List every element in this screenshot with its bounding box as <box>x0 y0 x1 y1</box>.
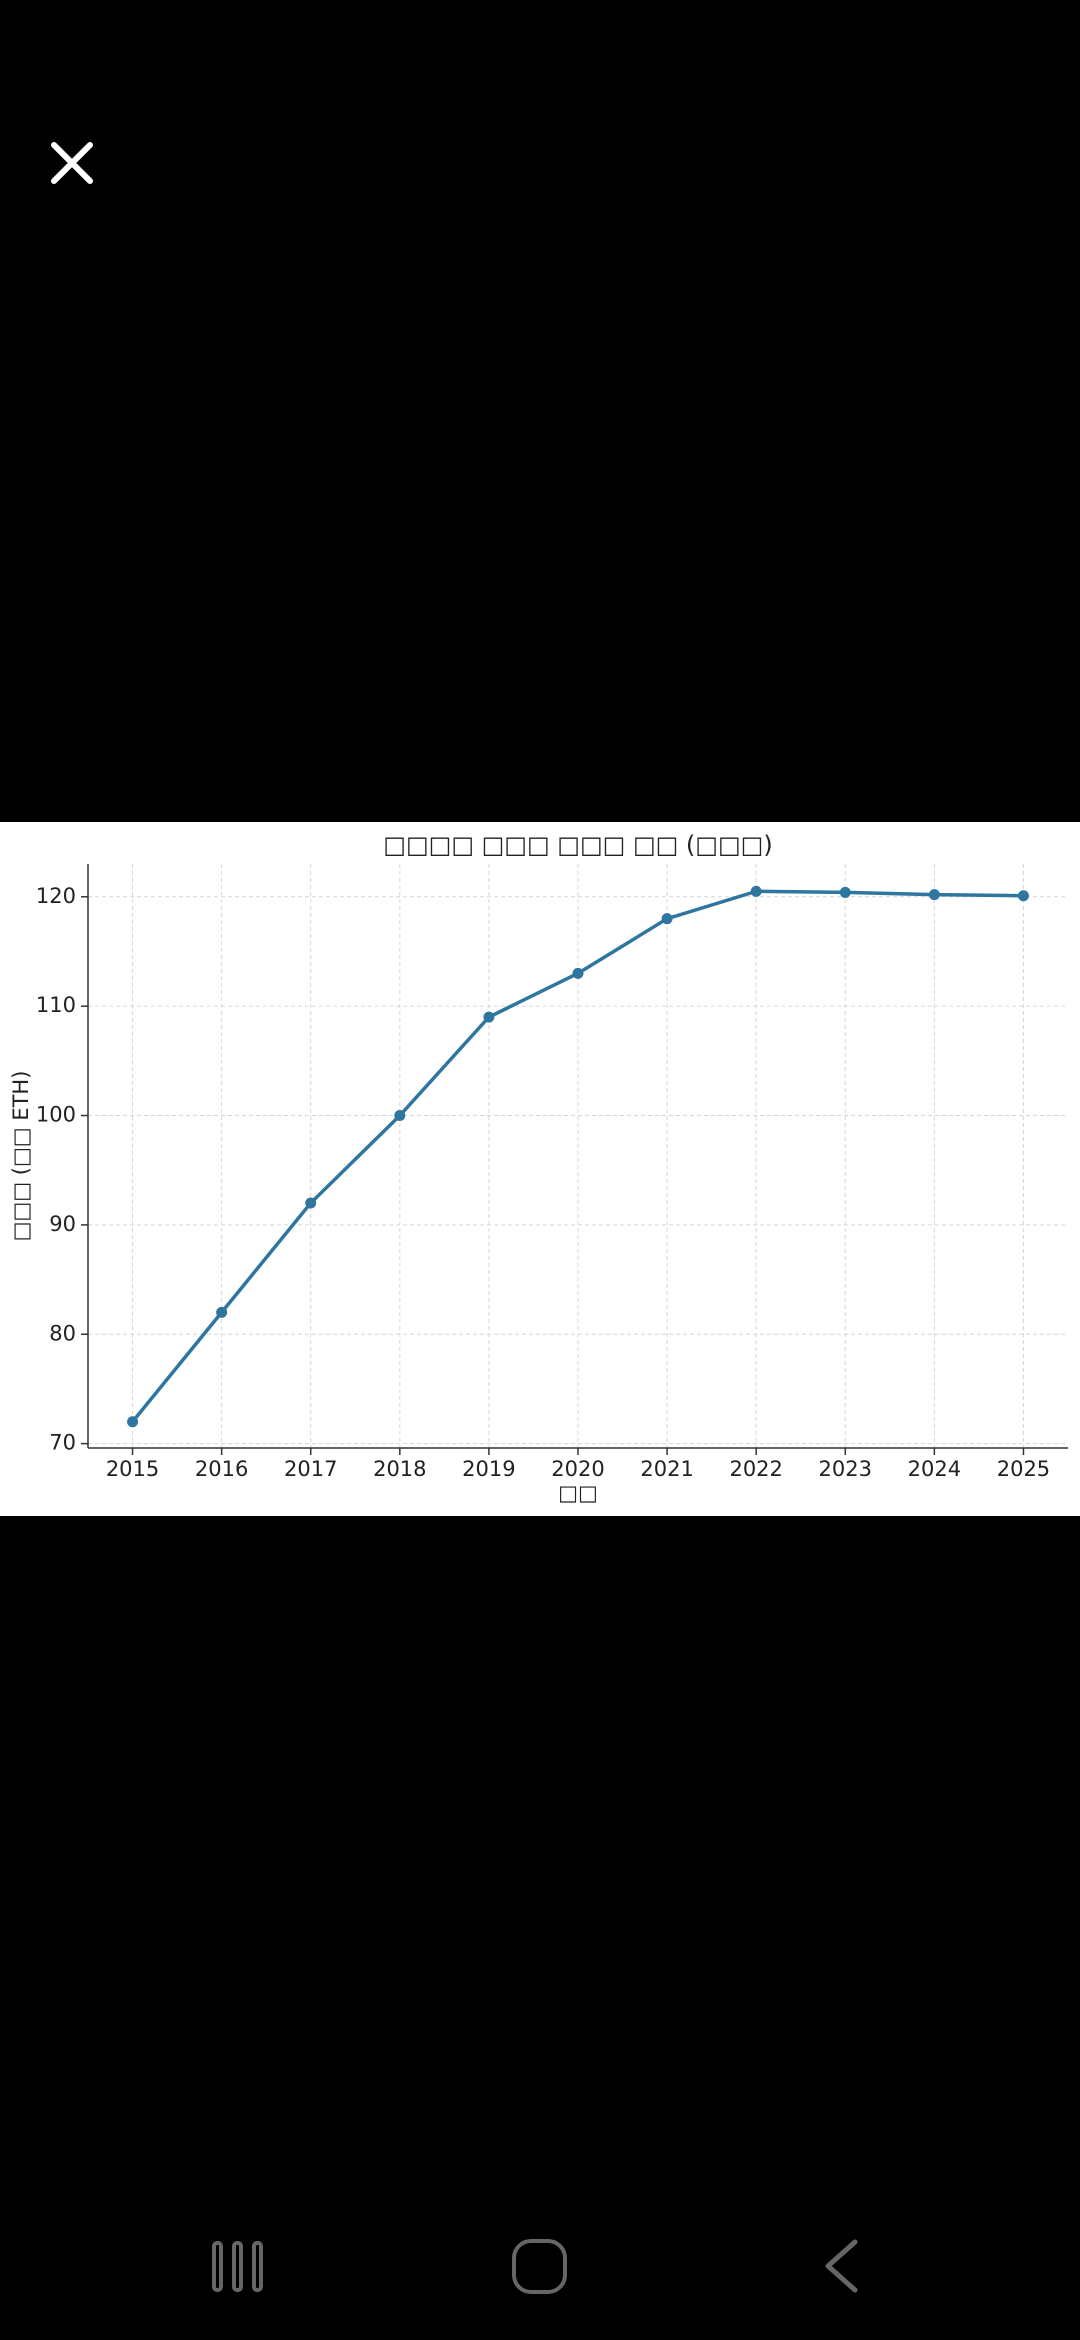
x-tick-label: 2023 <box>819 1457 872 1481</box>
x-tick-label: 2025 <box>997 1457 1050 1481</box>
data-point <box>572 967 584 979</box>
nav-home[interactable] <box>512 2239 567 2294</box>
nav-recents[interactable] <box>212 2241 263 2292</box>
data-point <box>483 1011 495 1023</box>
data-point <box>928 889 940 901</box>
x-tick-label: 2017 <box>284 1457 337 1481</box>
x-tick-label: 2022 <box>729 1457 782 1481</box>
x-tick-label: 2018 <box>373 1457 426 1481</box>
data-point <box>750 885 762 897</box>
chart-title: □□□□ □□□ □□□ □□ (□□□) <box>383 831 772 859</box>
y-axis-label: □□□ (□□ ETH) <box>9 1071 33 1242</box>
y-tick-label: 110 <box>36 993 76 1017</box>
y-tick-label: 120 <box>36 884 76 908</box>
data-point <box>839 886 851 898</box>
x-tick-label: 2021 <box>640 1457 693 1481</box>
data-point <box>305 1197 317 1209</box>
data-point <box>661 913 673 925</box>
y-tick-label: 80 <box>49 1321 76 1345</box>
close-button[interactable] <box>51 142 93 184</box>
x-tick-label: 2024 <box>908 1457 961 1481</box>
y-tick-label: 70 <box>49 1431 76 1455</box>
nav-back[interactable] <box>825 2239 858 2293</box>
chart: □□□□ □□□ □□□ □□ (□□□) □□ □□□ (□□ ETH) 70… <box>0 822 1080 1516</box>
x-tick-label: 2019 <box>462 1457 515 1481</box>
y-tick-label: 100 <box>36 1103 76 1127</box>
x-tick-label: 2016 <box>195 1457 248 1481</box>
data-point <box>1017 890 1029 902</box>
data-point <box>127 1416 139 1428</box>
x-axis-label: □□ <box>558 1481 598 1505</box>
data-point <box>394 1110 406 1122</box>
x-tick-label: 2020 <box>551 1457 604 1481</box>
data-point <box>216 1306 228 1318</box>
x-tick-label: 2015 <box>106 1457 159 1481</box>
y-tick-label: 90 <box>49 1212 76 1236</box>
